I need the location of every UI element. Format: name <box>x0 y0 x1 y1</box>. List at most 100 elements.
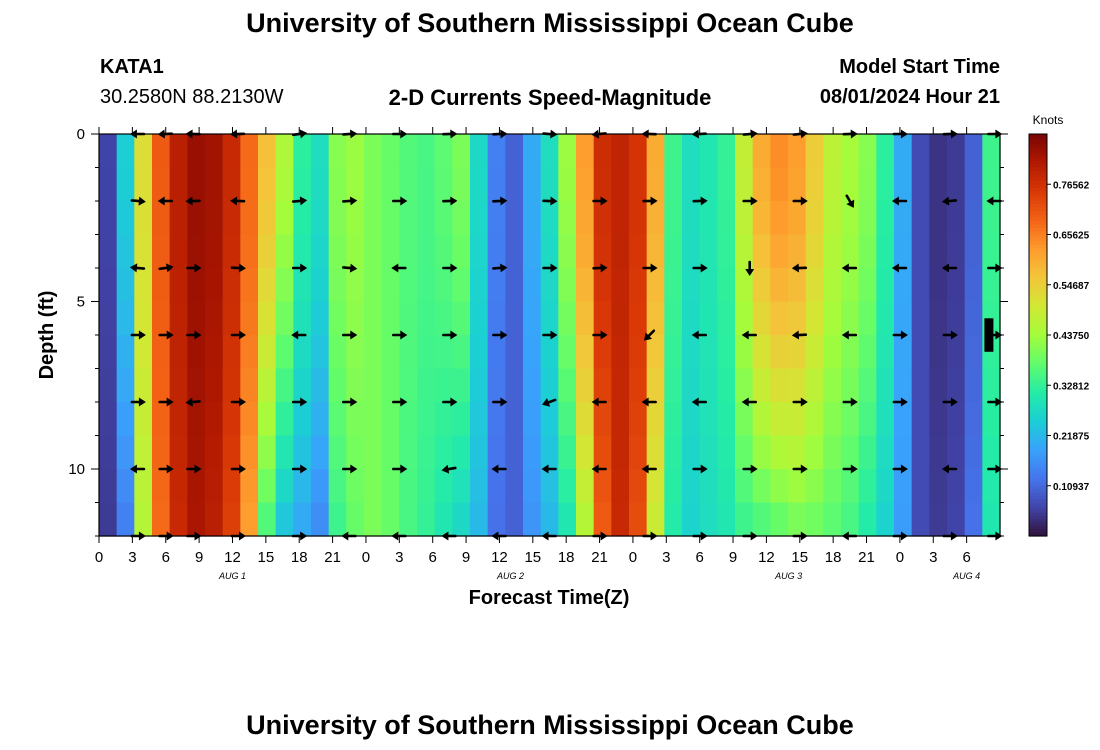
heatmap-cell <box>682 502 701 537</box>
heatmap-cell <box>805 502 824 537</box>
heatmap-cell <box>717 134 736 169</box>
colorbar-segment <box>1029 422 1047 427</box>
heatmap-cell <box>417 301 436 336</box>
heatmap-cell <box>328 335 347 370</box>
heatmap-cell <box>876 301 895 336</box>
heatmap-cell <box>947 435 966 470</box>
arrow-head <box>129 263 138 273</box>
heatmap-cell <box>505 435 524 470</box>
current-arrow <box>541 398 557 407</box>
heatmap-cell <box>558 435 577 470</box>
heatmap-cell <box>293 368 312 403</box>
arrow-head <box>750 464 758 474</box>
heatmap-cell <box>947 234 966 269</box>
heatmap-cell <box>947 502 966 537</box>
heatmap-cell <box>823 234 842 269</box>
heatmap-cell <box>434 435 453 470</box>
heatmap-cell <box>258 335 277 370</box>
heatmap-cell <box>646 301 665 336</box>
heatmap-cell <box>558 167 577 202</box>
heatmap-cell <box>717 234 736 269</box>
heatmap-cell <box>470 469 489 504</box>
heatmap-cell <box>258 301 277 336</box>
heatmap-cell <box>152 201 171 236</box>
current-arrow <box>542 196 558 206</box>
arrow-head <box>450 263 458 273</box>
heatmap-cell <box>116 301 135 336</box>
heatmap-cell <box>470 435 489 470</box>
heatmap-cell <box>964 301 983 336</box>
heatmap-cell <box>540 234 559 269</box>
heatmap-cell <box>205 134 224 169</box>
heatmap-cell <box>293 134 312 169</box>
current-arrow <box>791 263 808 273</box>
heatmap-cell <box>911 268 930 303</box>
day-label: AUG 1 <box>218 571 246 581</box>
current-arrow <box>692 263 708 273</box>
heatmap-cell <box>487 167 506 202</box>
heatmap-cell <box>911 435 930 470</box>
current-arrow <box>391 196 408 206</box>
current-arrow <box>291 464 308 474</box>
heatmap-cell <box>505 301 524 336</box>
colorbar-segment <box>1029 412 1047 416</box>
arrow-head <box>349 263 358 273</box>
heatmap-cell <box>399 502 418 537</box>
heatmap-cell <box>735 134 754 169</box>
colorbar-segment <box>1029 428 1047 433</box>
arrow-head <box>194 263 202 273</box>
heatmap-cell <box>735 402 754 437</box>
heatmap-cell <box>664 167 683 202</box>
current-arrow <box>129 263 146 273</box>
heatmap-cell <box>841 435 860 470</box>
heatmap-cell <box>735 234 754 269</box>
heatmap-cell <box>629 301 648 336</box>
heatmap-cell <box>187 134 206 169</box>
arrow-head <box>650 263 658 273</box>
heatmap-cell <box>487 469 506 504</box>
heatmap-cell <box>540 201 559 236</box>
heatmap-cell <box>805 201 824 236</box>
heatmap-cell <box>911 301 930 336</box>
colorbar-segment <box>1029 435 1047 440</box>
heatmap-cell <box>240 368 259 403</box>
arrow-head <box>238 263 246 273</box>
heatmap-cell <box>841 134 860 169</box>
heatmap-cell <box>205 402 224 437</box>
heatmap-cell <box>364 402 383 437</box>
heatmap-cell <box>222 402 241 437</box>
heatmap-cell <box>576 134 595 169</box>
arrow-head <box>941 263 949 273</box>
colorbar-segment <box>1029 425 1047 430</box>
current-arrow <box>542 330 558 340</box>
heatmap-cell <box>240 301 259 336</box>
colorbar: 0.10937 0.21875 0.32812 0.43750 0.54687 0.656… <box>1028 133 1090 537</box>
heatmap-cell <box>187 335 206 370</box>
heatmap-cell <box>593 335 612 370</box>
current-arrow <box>130 330 146 340</box>
heatmap-cell <box>858 335 877 370</box>
heatmap-cell <box>346 402 365 437</box>
current-arrow <box>792 397 808 407</box>
heatmap-cell <box>576 335 595 370</box>
heatmap-cell <box>805 469 824 504</box>
x-tick-label: 0 <box>362 549 370 566</box>
current-arrow <box>391 397 408 407</box>
heatmap-cell <box>911 335 930 370</box>
heatmap-cell <box>752 368 771 403</box>
heatmap-cell <box>328 201 347 236</box>
heatmap-cell <box>841 402 860 437</box>
heatmap-cell <box>540 368 559 403</box>
heatmap-cell <box>434 268 453 303</box>
heatmap-cell <box>947 167 966 202</box>
heatmap-cell <box>222 268 241 303</box>
heatmap-cell <box>911 502 930 537</box>
heatmap-cell <box>611 435 630 470</box>
heatmap-cell <box>593 368 612 403</box>
heatmap-cell <box>699 234 718 269</box>
heatmap-cell <box>240 167 259 202</box>
arrow-head <box>750 196 758 206</box>
y-tick-label: 5 <box>77 294 85 311</box>
heatmap-cell <box>823 167 842 202</box>
heatmap-cell <box>823 368 842 403</box>
